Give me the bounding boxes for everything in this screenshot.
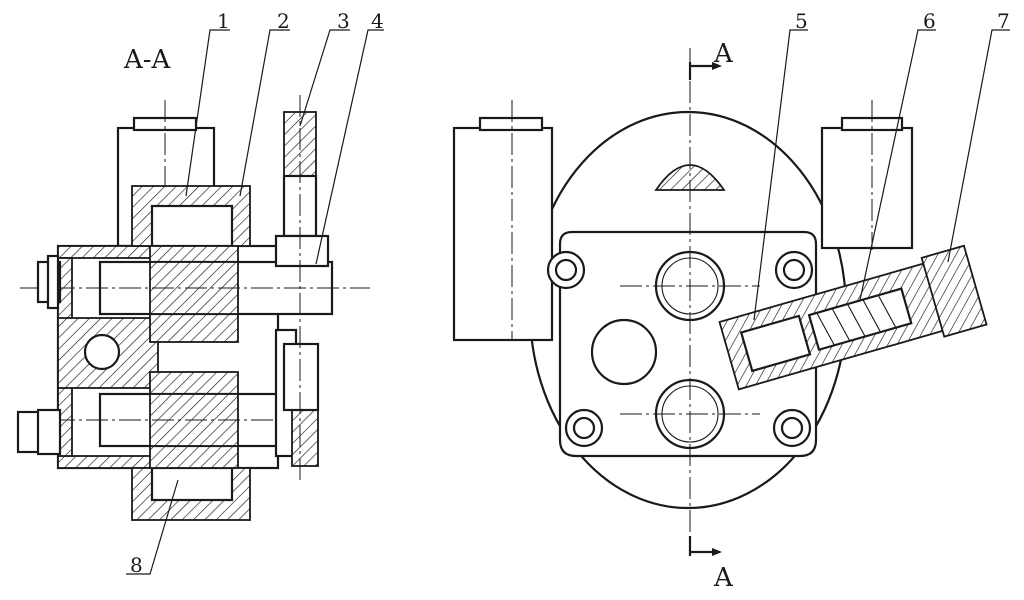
drive-shaft xyxy=(20,260,370,316)
cutting-plane-bottom: A xyxy=(688,536,734,593)
callout-leaders xyxy=(126,29,1010,575)
left-mount-ear xyxy=(452,100,554,342)
callout-numbers: 1 2 3 4 5 6 7 8 xyxy=(130,9,1010,577)
callout-4: 4 xyxy=(371,9,384,33)
section-view-a-a: A-A xyxy=(16,45,370,521)
bolt-lower xyxy=(16,408,62,456)
callout-7: 7 xyxy=(997,9,1010,33)
cut-label-bottom: A xyxy=(713,563,734,593)
front-view: A A xyxy=(452,39,988,593)
cut-label-top: A xyxy=(713,39,734,69)
cover-flange xyxy=(274,95,330,480)
callout-8: 8 xyxy=(130,553,143,577)
top-crescent xyxy=(654,164,726,191)
cutting-plane-top: A xyxy=(688,39,734,80)
callout-3: 3 xyxy=(337,9,350,33)
section-title: A-A xyxy=(123,45,172,75)
right-mount-ear xyxy=(820,100,914,250)
flange-bolt-holes xyxy=(546,250,814,448)
driven-shaft xyxy=(20,392,300,448)
bolt-upper xyxy=(36,254,62,310)
callout-5: 5 xyxy=(795,9,808,33)
gear-chamber xyxy=(131,185,251,521)
callout-1: 1 xyxy=(217,9,230,33)
callout-6: 6 xyxy=(923,9,936,33)
front-flange xyxy=(558,230,818,458)
relief-valve xyxy=(718,244,988,391)
callout-2: 2 xyxy=(277,9,290,33)
